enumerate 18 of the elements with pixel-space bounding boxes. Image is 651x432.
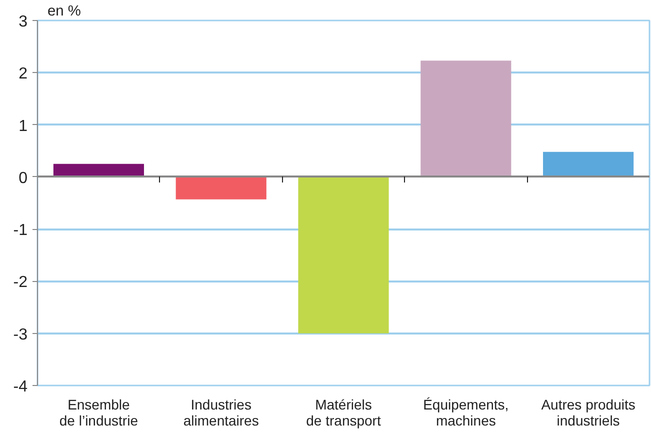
x-tick-label: Ensemble de l’industrie (59, 396, 138, 428)
y-axis-title: en % (48, 4, 81, 20)
y-tick-label: -4 (13, 378, 28, 396)
y-tick-label: -3 (13, 326, 28, 344)
x-tick-label: Autres produits industriels (541, 396, 636, 428)
y-tick-label: -2 (13, 274, 28, 292)
x-tick-label: Matériels de transport (306, 396, 381, 428)
x-tick-label: Industries alimentaires (183, 396, 259, 428)
bar (420, 60, 512, 177)
x-tick-label: Équipements, machines (423, 396, 509, 428)
y-tick-label: 1 (18, 118, 28, 135)
bar (176, 176, 266, 200)
y-tick-label: 2 (18, 66, 28, 83)
bar (543, 152, 634, 177)
y-tick-label: 0 (18, 170, 28, 187)
y-tick-label: 3 (18, 14, 28, 30)
y-tick-label: -1 (13, 222, 28, 240)
bar (298, 176, 389, 334)
